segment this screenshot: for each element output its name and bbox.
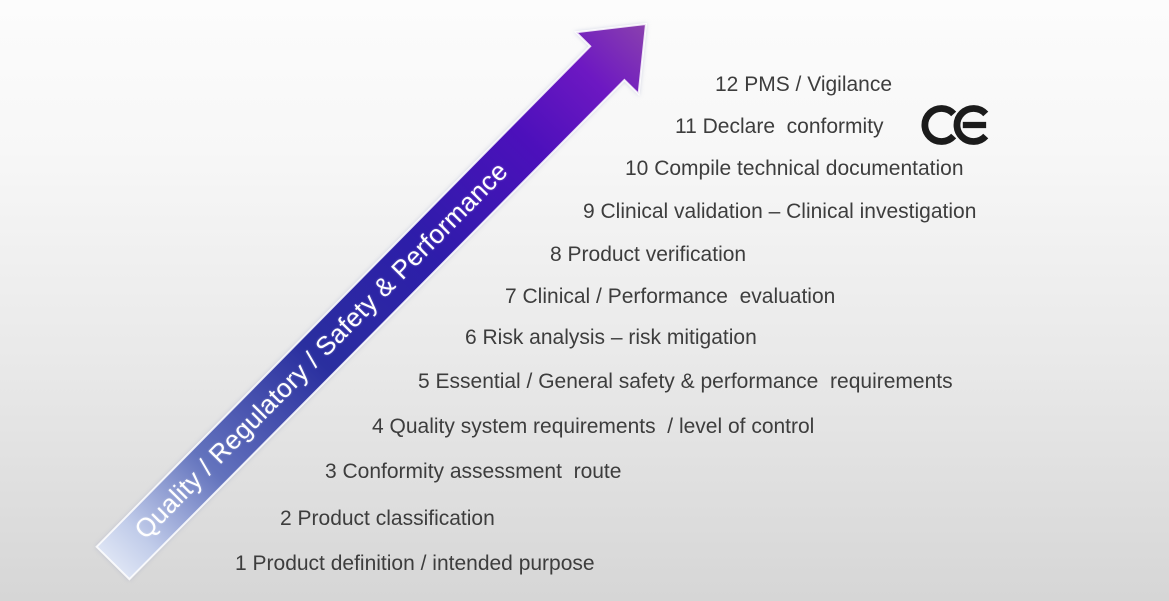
step-4: 4 Quality system requirements / level of… <box>372 415 815 438</box>
step-7: 7 Clinical / Performance evaluation <box>505 285 836 308</box>
ce-mark-icon: CE <box>921 105 989 145</box>
step-1: 1 Product definition / intended purpose <box>235 552 595 575</box>
step-2: 2 Product classification <box>280 507 495 530</box>
step-5: 5 Essential / General safety & performan… <box>418 370 953 393</box>
arrow-shape <box>95 22 648 581</box>
ce-letter-e <box>953 105 989 145</box>
step-12: 12 PMS / Vigilance <box>715 73 893 96</box>
step-8: 8 Product verification <box>550 243 747 266</box>
step-10: 10 Compile technical documentation <box>625 157 964 180</box>
ce-letter-c <box>921 105 957 145</box>
step-3: 3 Conformity assessment route <box>325 460 622 483</box>
step-6: 6 Risk analysis – risk mitigation <box>465 326 757 349</box>
step-11: 11 Declare conformity <box>675 115 884 138</box>
step-9: 9 Clinical validation – Clinical investi… <box>583 200 977 223</box>
